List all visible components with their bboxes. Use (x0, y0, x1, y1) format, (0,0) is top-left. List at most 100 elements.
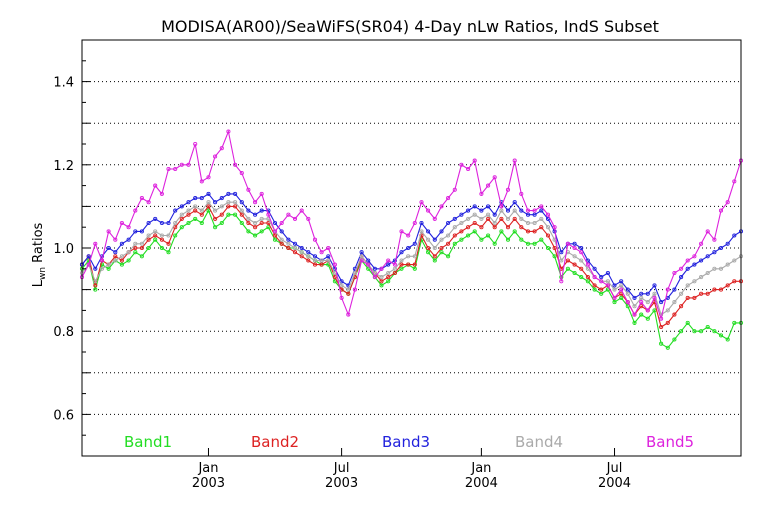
point-band3-91 (685, 266, 690, 271)
legend-band3: Band3 (382, 433, 430, 451)
point-band4-18 (199, 208, 204, 213)
point-band1-61 (486, 233, 491, 238)
point-band5-46 (386, 258, 391, 263)
point-band2-27 (259, 220, 264, 226)
point-band2-32 (292, 250, 298, 255)
y-tick-label-2: 1.0 (53, 242, 74, 257)
point-band4-94 (705, 270, 710, 276)
point-band2-60 (479, 225, 484, 230)
point-band5-38 (332, 262, 337, 267)
point-band5-66 (519, 191, 524, 196)
point-band1-50 (412, 266, 417, 271)
point-band4-41 (352, 270, 357, 276)
point-band4-55 (446, 233, 451, 238)
point-band1-84 (639, 312, 644, 317)
point-band2-15 (179, 216, 184, 221)
point-band2-5 (113, 254, 118, 259)
point-band5-8 (133, 208, 138, 213)
point-band2-92 (692, 295, 697, 300)
point-band4-13 (166, 233, 171, 238)
point-band1-63 (499, 229, 504, 234)
point-band2-56 (452, 233, 457, 238)
point-band5-60 (479, 191, 484, 196)
point-band5-37 (326, 245, 331, 251)
point-band2-19 (206, 204, 211, 209)
point-band5-64 (505, 187, 511, 192)
point-band2-45 (379, 279, 384, 284)
point-band3-84 (639, 291, 644, 296)
point-band4-68 (532, 220, 537, 226)
point-band3-78 (599, 275, 604, 280)
point-band1-29 (272, 237, 278, 242)
point-band1-53 (432, 258, 437, 263)
point-band4-34 (306, 254, 311, 259)
point-band2-69 (539, 225, 544, 230)
point-band3-87 (659, 300, 664, 305)
point-band5-34 (306, 216, 311, 221)
point-band1-23 (233, 212, 238, 217)
point-band3-98 (732, 233, 737, 238)
point-band4-66 (519, 216, 524, 221)
point-band2-87 (659, 324, 664, 330)
point-band5-50 (412, 220, 417, 226)
point-band2-54 (439, 245, 444, 251)
point-band4-32 (292, 245, 298, 251)
point-band1-25 (246, 229, 251, 234)
point-band3-14 (173, 208, 178, 213)
point-band4-69 (539, 216, 544, 221)
y-tick-label-4: 1.4 (53, 76, 74, 91)
point-band5-57 (459, 162, 464, 167)
x-tick-label-0-year: 2003 (192, 476, 225, 491)
point-band2-33 (299, 254, 304, 259)
series-line-band3 (81, 193, 742, 303)
point-band1-92 (692, 329, 697, 334)
point-band1-26 (253, 233, 258, 238)
point-band5-88 (665, 287, 670, 292)
point-band1-74 (572, 270, 577, 276)
point-band2-96 (718, 287, 724, 292)
point-band5-18 (199, 179, 204, 184)
point-band2-64 (505, 225, 511, 230)
point-band5-80 (612, 295, 617, 300)
point-band5-21 (219, 146, 224, 151)
point-band1-88 (665, 345, 670, 350)
series-band4 (79, 200, 744, 317)
point-band2-10 (146, 237, 151, 242)
point-band2-70 (545, 233, 551, 238)
point-band5-84 (639, 300, 644, 305)
series-layer (79, 129, 744, 350)
point-band5-33 (299, 208, 304, 213)
y-axis-label-sub: wn (38, 267, 48, 280)
point-band4-65 (512, 208, 517, 213)
point-band2-61 (486, 216, 491, 221)
point-band5-10 (146, 200, 151, 205)
legend: Band1 Band2 Band3 Band4 Band5 (124, 433, 694, 451)
point-band4-47 (392, 266, 397, 271)
y-tick-label-1: 0.8 (53, 325, 74, 340)
point-band5-42 (359, 258, 364, 263)
point-band3-10 (146, 220, 151, 226)
point-band5-97 (725, 200, 730, 205)
point-band2-22 (226, 204, 231, 209)
point-band1-8 (133, 250, 138, 255)
point-band2-88 (665, 320, 670, 325)
y-ticks: 0.6 0.8 1.0 1.2 1.4 (53, 39, 90, 457)
point-band3-61 (486, 204, 491, 209)
point-band4-80 (612, 287, 617, 292)
point-band1-76 (585, 279, 590, 284)
point-band4-84 (639, 295, 644, 300)
point-band4-48 (399, 258, 404, 263)
point-band4-97 (725, 262, 730, 267)
point-band2-24 (239, 212, 244, 217)
point-band2-34 (306, 258, 311, 263)
point-band4-5 (113, 258, 118, 263)
point-band4-85 (645, 300, 650, 305)
point-band1-4 (106, 266, 111, 271)
point-band4-57 (459, 220, 464, 226)
point-band1-87 (659, 341, 664, 346)
point-band3-24 (239, 200, 244, 205)
point-band4-63 (499, 208, 504, 213)
point-band4-2 (93, 279, 98, 284)
point-band1-75 (579, 275, 584, 280)
point-band5-63 (499, 204, 504, 209)
